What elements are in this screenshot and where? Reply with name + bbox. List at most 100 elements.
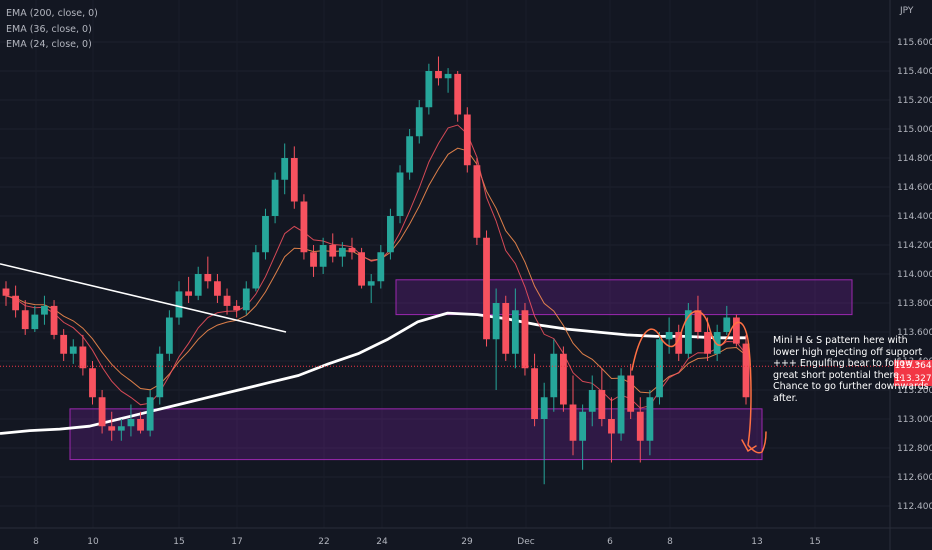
candle-body[interactable] xyxy=(319,245,327,267)
price-tick-label: 115.000 xyxy=(897,125,932,135)
head-and-shoulders-drawing[interactable] xyxy=(631,310,767,454)
candle-body[interactable] xyxy=(204,274,212,282)
trade-note[interactable]: Mini H & S pattern here with lower high … xyxy=(773,335,931,404)
price-tick-label: 113.800 xyxy=(897,299,932,309)
time-tick-label: 13 xyxy=(751,537,762,547)
price-tick-label: 114.800 xyxy=(897,154,932,164)
candle-body[interactable] xyxy=(425,71,433,108)
candle-body[interactable] xyxy=(483,237,490,340)
candle-body[interactable] xyxy=(156,353,164,398)
candle-body[interactable] xyxy=(89,368,96,398)
candle-body[interactable] xyxy=(742,343,750,398)
candle-body[interactable] xyxy=(579,411,587,441)
candle-body[interactable] xyxy=(271,179,279,216)
zone-rect[interactable] xyxy=(395,279,853,316)
zone-rect[interactable] xyxy=(69,408,763,461)
candle-body[interactable] xyxy=(21,310,29,330)
legend-ema200[interactable]: EMA (200, close, 0) xyxy=(6,8,98,19)
candle-body[interactable] xyxy=(531,368,538,419)
candle-body[interactable] xyxy=(598,390,606,419)
candle-body[interactable] xyxy=(694,310,702,332)
candle-body[interactable] xyxy=(50,305,58,335)
candle-body[interactable] xyxy=(732,317,740,344)
candle-body[interactable] xyxy=(310,252,317,267)
candle-body[interactable] xyxy=(194,274,202,296)
candle-body[interactable] xyxy=(665,332,673,340)
candle-body[interactable] xyxy=(2,288,10,296)
currency-label[interactable]: JPY xyxy=(900,6,914,16)
time-tick-label: 17 xyxy=(231,537,242,547)
candle-body[interactable] xyxy=(338,247,346,257)
candle-body[interactable] xyxy=(473,165,481,238)
candle-body[interactable] xyxy=(463,114,471,166)
candle-body[interactable] xyxy=(608,419,615,434)
candle-body[interactable] xyxy=(290,158,298,202)
candle-body[interactable] xyxy=(348,247,356,253)
candle-body[interactable] xyxy=(98,397,106,427)
time-tick-label: 15 xyxy=(173,537,184,547)
candle-body[interactable] xyxy=(223,295,231,306)
candle-body[interactable] xyxy=(69,346,77,354)
candle-body[interactable] xyxy=(627,375,635,412)
candle-body[interactable] xyxy=(146,397,154,431)
legend-ema36[interactable]: EMA (36, close, 0) xyxy=(6,23,92,35)
candle-body[interactable] xyxy=(31,314,39,330)
candle-body[interactable] xyxy=(60,334,68,354)
price-tick-label: 115.600 xyxy=(897,38,932,48)
candle-body[interactable] xyxy=(617,375,625,434)
candle-body[interactable] xyxy=(233,305,241,311)
candle-body[interactable] xyxy=(127,419,135,427)
time-tick-label: Dec xyxy=(517,537,534,547)
candle-body[interactable] xyxy=(521,310,529,369)
candle-body[interactable] xyxy=(252,252,260,289)
price-tick-label: 114.400 xyxy=(897,212,932,222)
candle-body[interactable] xyxy=(117,426,125,431)
candle-body[interactable] xyxy=(713,332,721,354)
candle-body[interactable] xyxy=(377,252,385,282)
candle-body[interactable] xyxy=(367,281,375,286)
candle-body[interactable] xyxy=(108,426,116,431)
candle-body[interactable] xyxy=(675,332,683,354)
candle-body[interactable] xyxy=(415,107,423,137)
price-tick-label: 113.600 xyxy=(897,328,932,338)
trendline[interactable] xyxy=(0,263,287,333)
candle-body[interactable] xyxy=(175,291,183,318)
candle-body[interactable] xyxy=(137,419,144,431)
candle-body[interactable] xyxy=(242,288,250,311)
candle-body[interactable] xyxy=(300,201,308,253)
candle-body[interactable] xyxy=(387,216,394,253)
candle-body[interactable] xyxy=(511,310,519,354)
candle-body[interactable] xyxy=(569,404,577,441)
candle-body[interactable] xyxy=(454,73,462,115)
candle-body[interactable] xyxy=(550,353,558,398)
candle-body[interactable] xyxy=(646,397,654,441)
candle-body[interactable] xyxy=(12,295,20,311)
candle-body[interactable] xyxy=(560,353,567,405)
candle-body[interactable] xyxy=(540,397,548,419)
candle-body[interactable] xyxy=(656,339,663,398)
candle-body[interactable] xyxy=(214,281,221,296)
candle-body[interactable] xyxy=(406,136,414,173)
candle-body[interactable] xyxy=(588,390,596,412)
candle-body[interactable] xyxy=(723,317,731,333)
candle-body[interactable] xyxy=(444,73,452,79)
ema200-line[interactable] xyxy=(0,311,746,435)
candle-body[interactable] xyxy=(636,411,644,441)
candle-body[interactable] xyxy=(165,317,173,354)
candle-body[interactable] xyxy=(329,245,337,257)
candle-body[interactable] xyxy=(41,305,48,315)
candle-body[interactable] xyxy=(396,172,404,217)
candle-body[interactable] xyxy=(281,158,289,180)
candle-body[interactable] xyxy=(435,71,442,79)
price-tick-label: 113.200 xyxy=(897,386,932,396)
candle-body[interactable] xyxy=(262,216,269,253)
candle-body[interactable] xyxy=(684,310,692,354)
candle-body[interactable] xyxy=(79,346,87,369)
candle-body[interactable] xyxy=(492,303,500,340)
legend-ema24[interactable]: EMA (24, close, 0) xyxy=(6,39,92,50)
candle-body[interactable] xyxy=(704,332,711,354)
candle-body[interactable] xyxy=(185,291,192,296)
candle-body[interactable] xyxy=(502,303,510,354)
candle-body[interactable] xyxy=(358,252,365,286)
